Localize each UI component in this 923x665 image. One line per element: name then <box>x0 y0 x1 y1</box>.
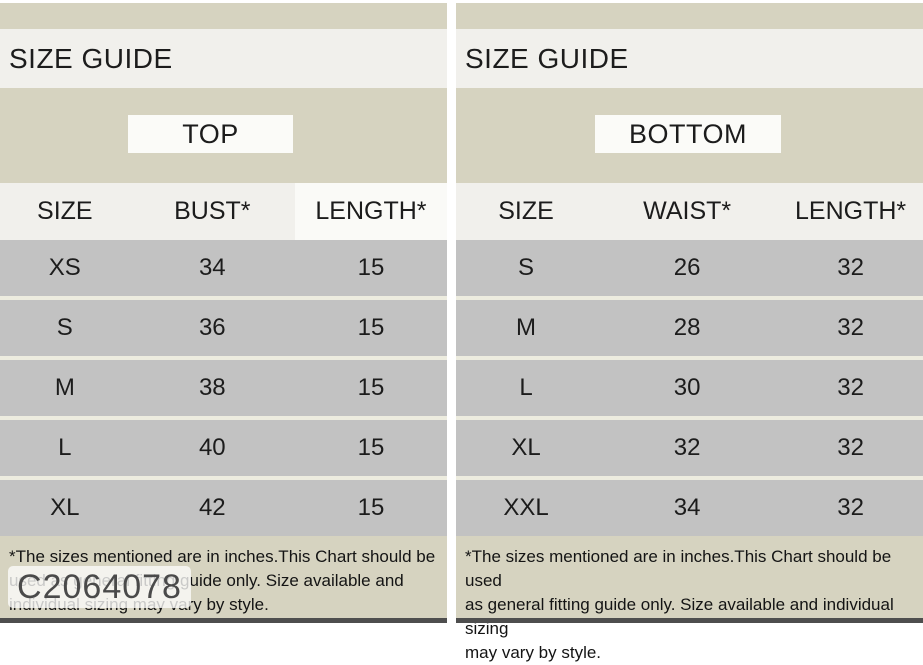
table-cell: S <box>56 314 73 341</box>
table-cell: 32 <box>837 374 864 401</box>
table-cell: 32 <box>837 494 864 521</box>
table-cell: XL <box>50 494 80 521</box>
table-cell: 32 <box>837 314 864 341</box>
category-band: TOP <box>0 88 447 183</box>
table-header-row: SIZE BUST* LENGTH* <box>0 183 447 240</box>
table-row: XXL 34 32 <box>456 480 923 536</box>
table-header-row: SIZE WAIST* LENGTH* <box>456 183 923 240</box>
table-cell: 34 <box>673 494 701 521</box>
table-cell: 26 <box>673 254 701 281</box>
table-cell: XS <box>48 254 81 281</box>
size-guide-panel-bottom: SIZE GUIDE BOTTOM SIZE WAIST* LENGTH* S 2… <box>456 3 923 662</box>
footnote: *The sizes mentioned are in inches.This … <box>456 536 923 662</box>
table-cell: 15 <box>357 434 385 461</box>
table-cell: XL <box>511 434 541 461</box>
table-row: XL 32 32 <box>456 420 923 476</box>
table-body: S 26 32 M 28 32 L 30 32 XL 32 32 XXL 34 32 <box>456 240 923 536</box>
table-cell: L <box>58 434 72 461</box>
category-label: TOP <box>182 118 239 149</box>
table-row: S 26 32 <box>456 240 923 296</box>
table-cell: 30 <box>673 374 701 401</box>
category-label-box: TOP <box>128 115 293 153</box>
table-body: XS 34 15 S 36 15 M 38 15 L 40 15 XL 42 15 <box>0 240 447 536</box>
table-cell: 15 <box>357 314 385 341</box>
table-cell: M <box>516 314 537 341</box>
table-row: M 28 32 <box>456 300 923 356</box>
footnote-line: *The sizes mentioned are in inches.This … <box>465 547 892 590</box>
watermark-code: C2064078 <box>17 567 182 606</box>
footnote-line: as general fitting guide only. Size avai… <box>465 595 894 638</box>
table-cell: 15 <box>357 494 385 521</box>
column-header-bust: BUST* <box>174 197 251 225</box>
table-row: S 36 15 <box>0 300 447 356</box>
table-cell: 34 <box>198 254 226 281</box>
table-cell: XXL <box>503 494 549 521</box>
footnote-line: may vary by style. <box>465 643 602 662</box>
size-guide-panel-top: SIZE GUIDE TOP SIZE BUST* LENGTH* XS 34 15… <box>0 3 447 623</box>
table-row: M 38 15 <box>0 360 447 416</box>
column-header-size: SIZE <box>37 197 93 225</box>
top-spacer-band <box>456 3 923 29</box>
table-cell: 36 <box>198 314 226 341</box>
column-header-length: LENGTH* <box>295 183 447 240</box>
column-header-length: LENGTH* <box>795 197 907 225</box>
panel-title: SIZE GUIDE <box>0 29 447 88</box>
bottom-strip <box>0 618 447 623</box>
panel-title: SIZE GUIDE <box>456 29 923 88</box>
bottom-strip <box>456 618 923 623</box>
table-row: XL 42 15 <box>0 480 447 536</box>
table-cell: 32 <box>673 434 701 461</box>
table-cell: 15 <box>357 374 385 401</box>
table-cell: 15 <box>357 254 385 281</box>
table-row: L 40 15 <box>0 420 447 476</box>
top-spacer-band <box>0 3 447 29</box>
column-header-size: SIZE <box>498 197 554 225</box>
watermark-badge: C2064078 <box>8 566 191 608</box>
table-row: XS 34 15 <box>0 240 447 296</box>
table-cell: 32 <box>837 254 864 281</box>
column-header-waist: WAIST* <box>643 197 732 225</box>
category-band: BOTTOM <box>456 88 923 183</box>
table-cell: 28 <box>673 314 701 341</box>
table-row: L 30 32 <box>456 360 923 416</box>
size-guide-heading: SIZE GUIDE <box>465 42 629 74</box>
table-cell: 42 <box>198 494 226 521</box>
table-cell: 32 <box>837 434 864 461</box>
category-label: BOTTOM <box>628 118 747 149</box>
size-guide-heading: SIZE GUIDE <box>9 42 173 74</box>
table-cell: 38 <box>198 374 226 401</box>
size-guide-wrapper: SIZE GUIDE TOP SIZE BUST* LENGTH* XS 34 15… <box>0 3 923 662</box>
table-cell: M <box>54 374 75 401</box>
table-cell: 40 <box>198 434 226 461</box>
footnote-line: *The sizes mentioned are in inches.This … <box>9 547 436 566</box>
table-cell: S <box>518 254 535 281</box>
category-label-box: BOTTOM <box>595 115 781 153</box>
table-cell: L <box>519 374 533 401</box>
